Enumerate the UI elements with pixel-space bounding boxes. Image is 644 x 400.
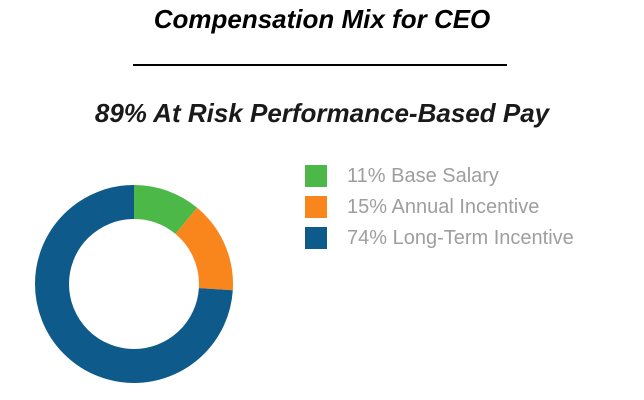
legend-item-base-salary: 11% Base Salary <box>305 165 574 187</box>
donut-chart <box>29 179 239 389</box>
legend-item-long-term-incentive: 74% Long-Term Incentive <box>305 227 574 249</box>
chart-title: Compensation Mix for CEO <box>153 4 491 34</box>
legend-label: 74% Long-Term Incentive <box>347 226 574 249</box>
donut-segment-long-term-incentive <box>35 185 233 383</box>
legend-label: 15% Annual Incentive <box>347 195 540 218</box>
legend-swatch <box>305 196 327 218</box>
legend-swatch <box>305 227 327 249</box>
legend-label: 11% Base Salary <box>347 164 499 187</box>
legend-item-annual-incentive: 15% Annual Incentive <box>305 196 574 218</box>
title-divider <box>133 64 507 66</box>
donut-segment-annual-incentive <box>35 185 233 383</box>
legend-swatch <box>305 165 327 187</box>
donut-chart-svg <box>35 185 233 383</box>
chart-subtitle: 89% At Risk Performance-Based Pay <box>94 98 550 128</box>
chart-legend: 11% Base Salary 15% Annual Incentive 74%… <box>305 165 574 258</box>
